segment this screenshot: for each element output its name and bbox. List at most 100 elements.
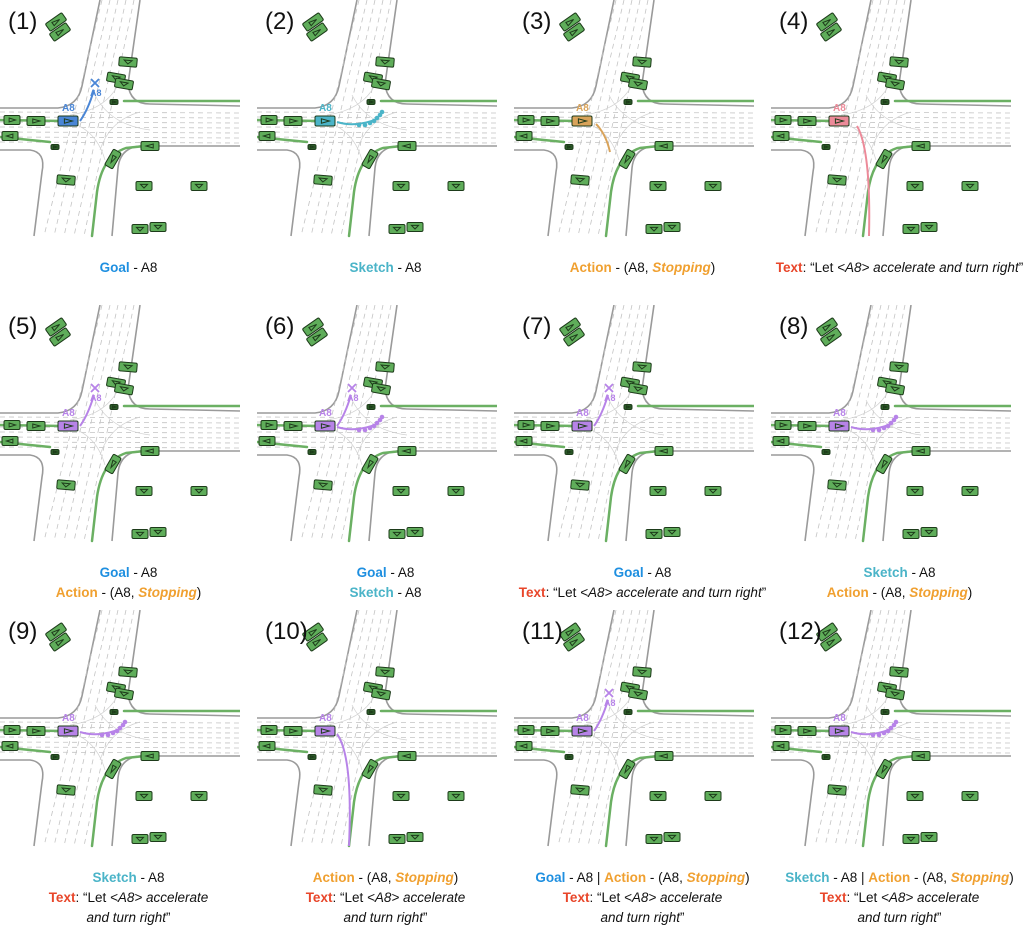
- panel-number: (3): [522, 8, 552, 35]
- caption-line: Action - (A8, Stopping): [771, 583, 1028, 603]
- lane-line: [514, 111, 754, 114]
- caption-text: ”: [1018, 260, 1024, 275]
- caption-text: Text: [305, 890, 333, 905]
- lane-line: [0, 441, 240, 444]
- caption-line: and turn right”: [771, 908, 1028, 928]
- caption-line: Sketch - A8 | Action - (A8, Stopping): [771, 868, 1028, 888]
- vehicle: [628, 687, 648, 701]
- vehicle: [375, 56, 395, 68]
- road-edge: [514, 759, 558, 847]
- map-scene: A8: [771, 610, 1011, 848]
- caption-text: ”: [680, 910, 685, 925]
- caption-text: : “Let: [802, 260, 838, 275]
- vehicle: [397, 141, 417, 151]
- connector: [865, 704, 922, 741]
- vehicle: [885, 687, 905, 701]
- lane-line: [0, 416, 240, 419]
- caption-text: Text: [518, 585, 546, 600]
- vehicle: [632, 56, 652, 68]
- vehicle: [540, 421, 560, 431]
- goal-agent-label: A8: [347, 393, 359, 403]
- vehicle: [388, 834, 406, 844]
- vehicle: [889, 361, 909, 373]
- vehicle: [645, 529, 663, 539]
- caption-stop: Stopping: [909, 585, 968, 600]
- vehicle: [114, 687, 134, 701]
- vehicle: [704, 486, 722, 496]
- vehicle: [906, 181, 924, 191]
- vehicle: [50, 144, 60, 150]
- sketch-point: [885, 728, 891, 734]
- goal-path: [593, 699, 609, 732]
- vehicle: [307, 449, 317, 455]
- lane-line: [83, 305, 135, 542]
- caption-text: ): [710, 260, 716, 275]
- sketch-point: [114, 728, 120, 734]
- vehicle: [3, 115, 21, 125]
- vehicle: [131, 834, 149, 844]
- vehicle: [131, 224, 149, 234]
- connector: [870, 721, 912, 761]
- road-edge: [257, 454, 301, 542]
- panel-number: (9): [8, 618, 38, 645]
- road-edge: [384, 0, 497, 107]
- ego-vehicle-a8: [57, 115, 79, 127]
- vehicle: [654, 446, 674, 456]
- road-edge: [514, 149, 558, 237]
- lane-line: [340, 610, 392, 847]
- ego-agent-label: A8: [833, 713, 846, 724]
- vehicle: [361, 149, 379, 169]
- caption-it: <A8> accelerate: [366, 890, 466, 905]
- connector: [69, 84, 119, 116]
- vehicle: [821, 754, 831, 760]
- road-edge: [127, 0, 240, 107]
- lane-line: [320, 610, 376, 847]
- vehicle: [56, 479, 76, 491]
- lane-line: [771, 721, 1011, 724]
- vehicle: [772, 741, 790, 751]
- road-edge: [882, 145, 1011, 237]
- lane-line: [73, 0, 127, 237]
- panel-number: (6): [265, 313, 295, 340]
- lane-line: [257, 446, 497, 449]
- road-edge: [641, 0, 754, 107]
- vehicle: [654, 141, 674, 151]
- caption-line: and turn right”: [257, 908, 514, 928]
- caption-it: and turn right: [600, 910, 681, 925]
- caption-text: - A8: [386, 565, 415, 580]
- road-edge: [384, 610, 497, 717]
- caption-action: Action: [868, 870, 911, 885]
- vehicle: [447, 181, 465, 191]
- caption-text: - A8: [907, 565, 936, 580]
- caption-it: <A8> accelerate and turn right: [580, 585, 762, 600]
- vehicle: [45, 317, 67, 337]
- connector: [69, 694, 119, 726]
- road-edge: [514, 305, 615, 414]
- road-edge: [514, 0, 615, 109]
- lane-line: [330, 305, 384, 542]
- vehicle: [447, 791, 465, 801]
- vehicle: [45, 12, 67, 32]
- vehicle: [774, 115, 792, 125]
- connector: [326, 84, 376, 116]
- vehicle: [302, 317, 324, 337]
- vehicle: [392, 486, 410, 496]
- lane-line: [514, 416, 754, 419]
- vehicle: [911, 751, 931, 761]
- road-edge: [111, 755, 240, 847]
- road-edge: [127, 610, 240, 717]
- sketch-point: [885, 423, 891, 429]
- vehicle: [50, 754, 60, 760]
- vehicle: [889, 56, 909, 68]
- caption-line: Sketch - A8: [0, 868, 257, 888]
- vehicle: [704, 181, 722, 191]
- scenario-map: A8 A8: [514, 610, 754, 848]
- sketch-point: [367, 120, 373, 126]
- lane-line: [63, 305, 119, 542]
- vehicle: [563, 327, 585, 347]
- road-edge: [0, 759, 44, 847]
- lane-line: [824, 0, 882, 237]
- goal-path: [79, 89, 95, 122]
- caption-text: - A8: [129, 565, 158, 580]
- sketch-point: [888, 725, 894, 731]
